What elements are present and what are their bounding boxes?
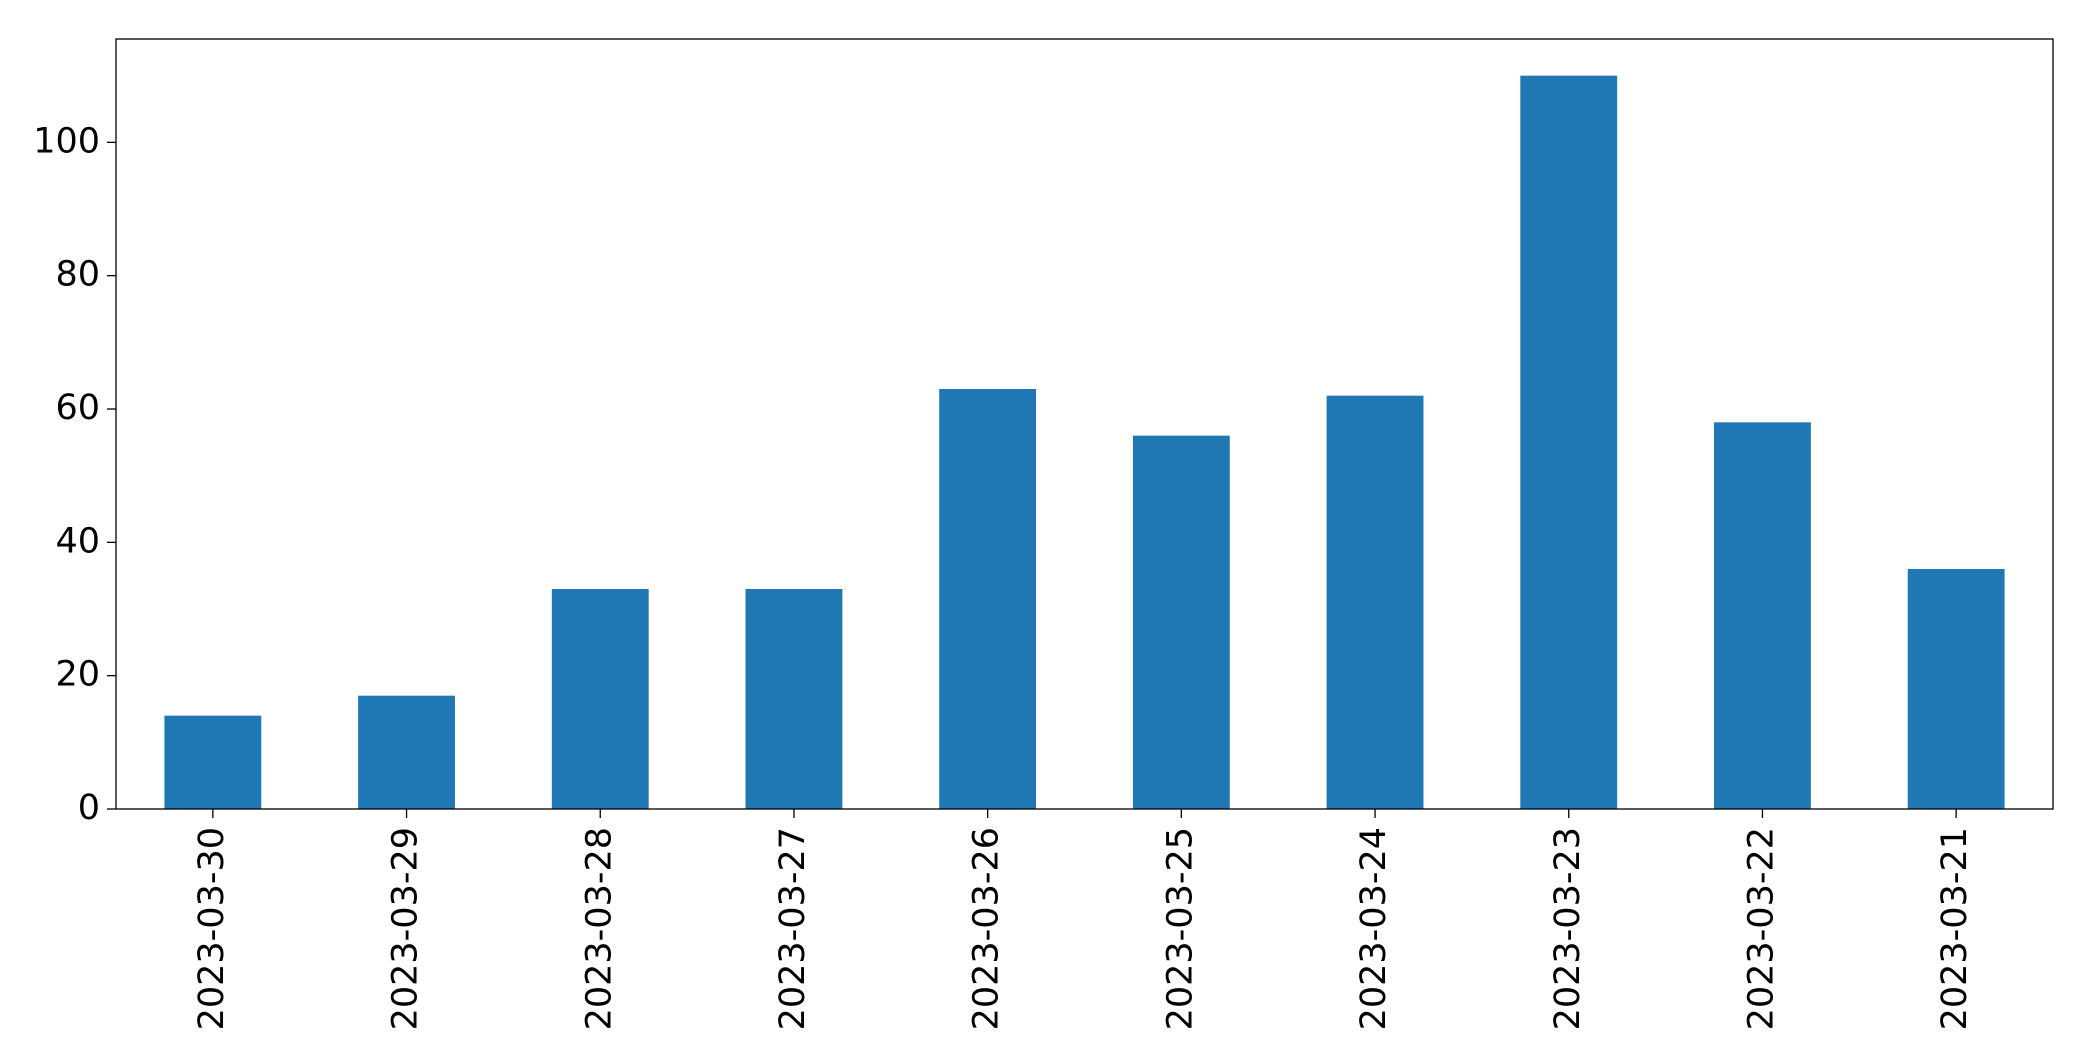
x-tick-label: 2023-03-26 — [967, 827, 1007, 1030]
x-tick-label: 2023-03-24 — [1354, 827, 1394, 1030]
bar — [358, 695, 455, 809]
bar — [939, 389, 1037, 809]
y-tick-label: 60 — [55, 388, 100, 428]
x-tick-label: 2023-03-21 — [1935, 827, 1975, 1030]
x-tick-label: 2023-03-23 — [1548, 827, 1588, 1030]
x-tick-label: 2023-03-30 — [192, 827, 232, 1030]
x-tick-label: 2023-03-28 — [579, 827, 619, 1030]
x-tick-label: 2023-03-27 — [773, 827, 813, 1030]
bar — [164, 715, 262, 809]
x-tick-label: 2023-03-22 — [1741, 827, 1781, 1030]
bar — [1132, 435, 1230, 809]
y-tick-label: 80 — [55, 255, 100, 295]
bar — [1520, 75, 1618, 809]
bar — [551, 589, 649, 809]
y-tick-label: 20 — [55, 655, 100, 695]
x-tick-label: 2023-03-25 — [1160, 827, 1200, 1030]
bar — [1714, 422, 1811, 809]
bar — [1907, 569, 2005, 809]
y-tick-label: 100 — [33, 121, 100, 161]
bar — [1326, 395, 1424, 809]
x-tick-label: 2023-03-29 — [386, 827, 426, 1030]
y-tick-label: 40 — [55, 521, 100, 561]
plot-frame — [115, 38, 2054, 810]
bar — [745, 589, 843, 809]
y-tick-label: 0 — [78, 788, 100, 828]
